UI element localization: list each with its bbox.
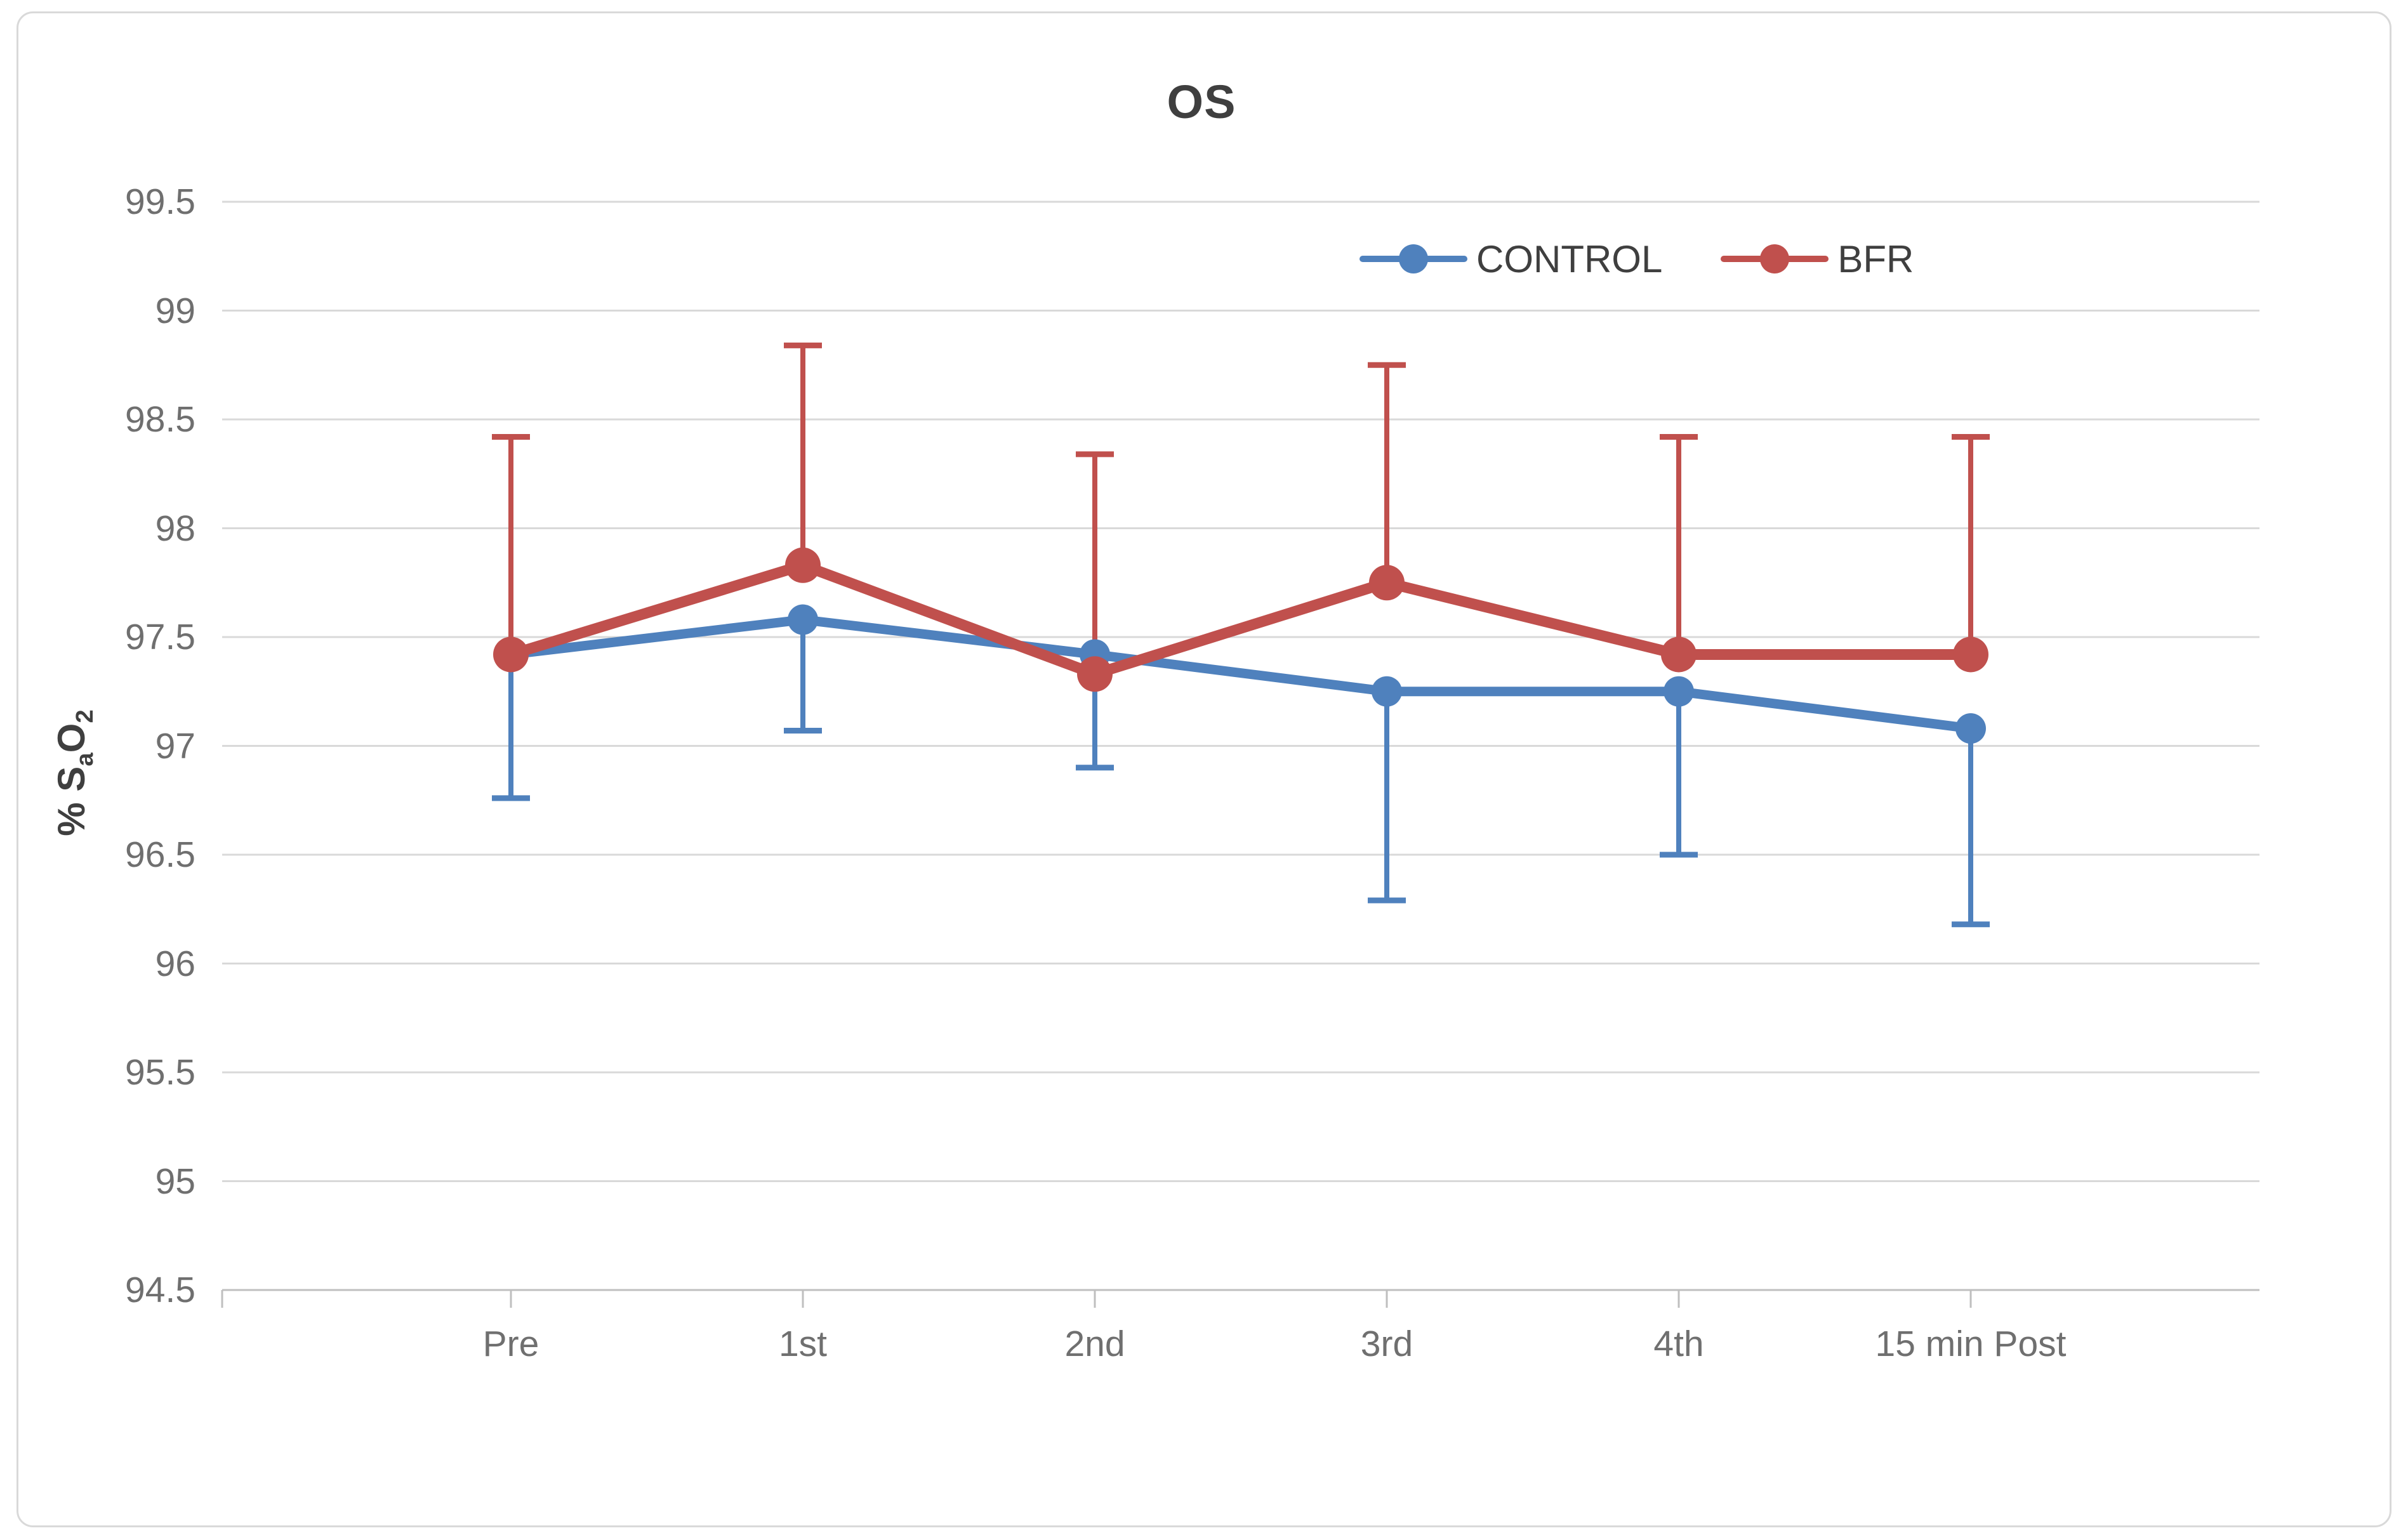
x-tick-label: 3rd	[1360, 1324, 1413, 1364]
marker-bfr	[493, 636, 529, 673]
y-tick-label: 99	[155, 290, 195, 331]
control-legend-dot	[1399, 244, 1428, 273]
y-tick-label: 97	[155, 725, 195, 767]
bfr-legend-dot	[1760, 244, 1790, 273]
legend-item-bfr: BFR	[1721, 237, 1914, 281]
series-line-control	[506, 615, 1976, 734]
y-tick-label: 99.5	[125, 181, 195, 222]
y-tick-label: 96	[155, 943, 195, 984]
marker-bfr	[785, 547, 821, 583]
x-tick-label: 4th	[1653, 1324, 1704, 1364]
bfr-line-marker-icon	[1721, 241, 1829, 277]
legend-label-control: CONTROL	[1476, 237, 1663, 280]
x-tick-label: Pre	[482, 1324, 539, 1364]
marker-bfr	[1369, 565, 1405, 601]
control-line-marker-icon	[1359, 241, 1467, 277]
y-tick-label: 98.5	[125, 399, 195, 440]
marker-bfr	[1077, 656, 1113, 692]
marker-control	[1664, 676, 1694, 707]
chart-title: OS	[1167, 76, 1236, 128]
x-tick-label: 2nd	[1064, 1324, 1125, 1364]
y-tick-label: 94.5	[125, 1270, 195, 1310]
y-tick-label: 95	[155, 1161, 195, 1202]
y-tick-label: 95.5	[125, 1052, 195, 1093]
series-line-bfr	[505, 560, 1976, 680]
x-tick-label: 15 min Post	[1875, 1324, 2067, 1364]
chart-border	[17, 11, 2391, 1527]
x-tick-label: 1st	[778, 1324, 828, 1364]
marker-control	[1955, 713, 1986, 744]
y-tick-label: 96.5	[125, 834, 195, 875]
legend-item-control: CONTROL	[1359, 237, 1662, 281]
legend-label-bfr: BFR	[1837, 237, 1914, 280]
marker-bfr	[1953, 636, 1988, 673]
y-tick-label: 97.5	[125, 617, 195, 657]
marker-control	[1372, 676, 1402, 707]
y-tick-label: 98	[155, 508, 195, 549]
marker-bfr	[1661, 636, 1697, 673]
legend: CONTROL BFR	[1359, 234, 1914, 284]
marker-control	[788, 604, 818, 635]
